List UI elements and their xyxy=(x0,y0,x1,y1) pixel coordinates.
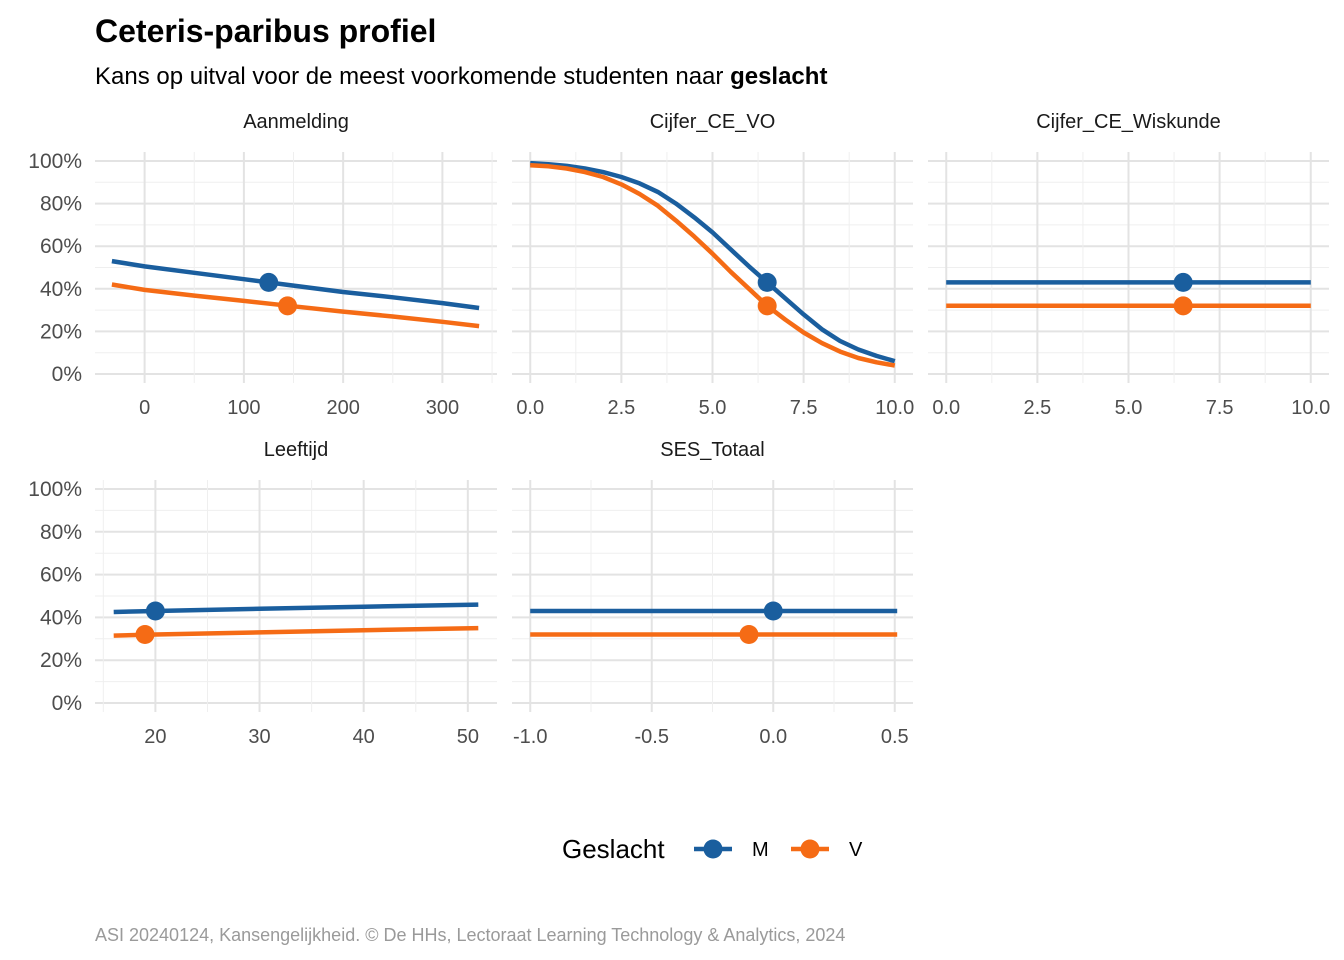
subtitle-text: Kans op uitval voor de meest voorkomende… xyxy=(95,63,730,90)
x-tick-label: 0.0 xyxy=(932,397,960,419)
y-tick-label: 20% xyxy=(40,320,82,343)
observation-point-v xyxy=(757,296,777,316)
panel-cijfer-ce-wiskunde: Cijfer_CE_Wiskunde 0.0 2.5 5.0 7.5 10.0 xyxy=(928,111,1330,419)
observation-point-v xyxy=(739,625,759,645)
y-tick-label: 80% xyxy=(40,521,82,544)
y-tick-label: 0% xyxy=(52,363,82,386)
y-tick-label: 60% xyxy=(40,235,82,258)
observation-point-m xyxy=(259,272,279,292)
x-tick-label: 7.5 xyxy=(790,397,818,419)
x-tick-label: 10.0 xyxy=(875,397,914,419)
panel-title: Leeftijd xyxy=(264,439,329,461)
y-tick-label: 40% xyxy=(40,278,82,301)
legend-key-point xyxy=(800,839,820,859)
observation-point-v xyxy=(1173,296,1193,316)
y-tick-label: 40% xyxy=(40,606,82,629)
panel-title: Cijfer_CE_VO xyxy=(650,111,776,133)
x-tick-label: 40 xyxy=(353,726,375,748)
observation-point-v xyxy=(135,625,155,645)
observation-point-m xyxy=(763,601,783,621)
x-tick-label: 20 xyxy=(144,726,166,748)
series-line-m xyxy=(113,602,479,615)
panel-title: SES_Totaal xyxy=(660,439,765,461)
x-tick-label: 2.5 xyxy=(607,397,635,419)
x-tick-label: 10.0 xyxy=(1291,397,1330,419)
y-tick-label: 20% xyxy=(40,649,82,672)
panel-aanmelding: Aanmelding 0 100 200 300 0% 20% 40% 60% 80% 100% xyxy=(28,111,497,419)
subtitle-emphasis: geslacht xyxy=(730,63,827,90)
x-tick-label: 30 xyxy=(248,726,270,748)
legend-title: Geslacht xyxy=(562,834,665,864)
panel-title: Cijfer_CE_Wiskunde xyxy=(1036,111,1221,133)
x-tick-label: 50 xyxy=(457,726,479,748)
x-tick-label: 300 xyxy=(426,397,459,419)
legend-key-point xyxy=(703,839,723,859)
observation-point-m xyxy=(1173,272,1193,292)
x-tick-label: 0 xyxy=(139,397,150,419)
y-tick-label: 60% xyxy=(40,564,82,587)
panel-ses-totaal: SES_Totaal -1.0 -0.5 0.0 0.5 xyxy=(512,439,913,748)
legend-label: M xyxy=(752,839,769,861)
chart-title: Ceteris-paribus profiel xyxy=(95,13,436,49)
series-line-m xyxy=(530,160,896,364)
observation-point-m xyxy=(145,601,165,621)
x-tick-label: -1.0 xyxy=(513,726,547,748)
x-tick-label: 5.0 xyxy=(699,397,727,419)
observation-point-v xyxy=(278,296,298,316)
y-tick-label: 80% xyxy=(40,193,82,216)
y-tick-label: 100% xyxy=(28,478,82,501)
x-tick-label: 5.0 xyxy=(1115,397,1143,419)
panel-cijfer-ce-vo: Cijfer_CE_VO 0.0 2.5 5.0 7.5 10.0 xyxy=(512,111,914,419)
caption: ASI 20240124, Kansengelijkheid. © De HHs… xyxy=(95,925,845,945)
x-tick-label: 2.5 xyxy=(1023,397,1051,419)
y-tick-label: 100% xyxy=(28,150,82,173)
x-tick-label: 0.0 xyxy=(516,397,544,419)
panel-title: Aanmelding xyxy=(243,111,349,133)
x-tick-label: -0.5 xyxy=(635,726,669,748)
y-tick-label: 0% xyxy=(52,692,82,715)
x-tick-label: 7.5 xyxy=(1206,397,1234,419)
x-tick-label: 200 xyxy=(326,397,359,419)
x-tick-label: 0.5 xyxy=(881,726,909,748)
series-line-v xyxy=(113,625,479,638)
panel-leeftijd: Leeftijd 20 30 40 50 0% 20% 40% 60% 80% 100% xyxy=(28,439,497,748)
x-tick-label: 0.0 xyxy=(759,726,787,748)
series-line-m xyxy=(111,258,480,311)
chart-subtitle: Kans op uitval voor de meest voorkomende… xyxy=(95,63,827,90)
x-tick-label: 100 xyxy=(227,397,260,419)
facet-panels: Aanmelding 0 100 200 300 0% 20% 40% 60% 80% 100% Ci… xyxy=(28,111,1330,748)
legend-item-v: V xyxy=(791,839,863,861)
legend-item-m: M xyxy=(694,839,769,861)
series-line-v xyxy=(530,163,896,368)
observation-point-m xyxy=(757,272,777,292)
legend-label: V xyxy=(849,839,863,861)
